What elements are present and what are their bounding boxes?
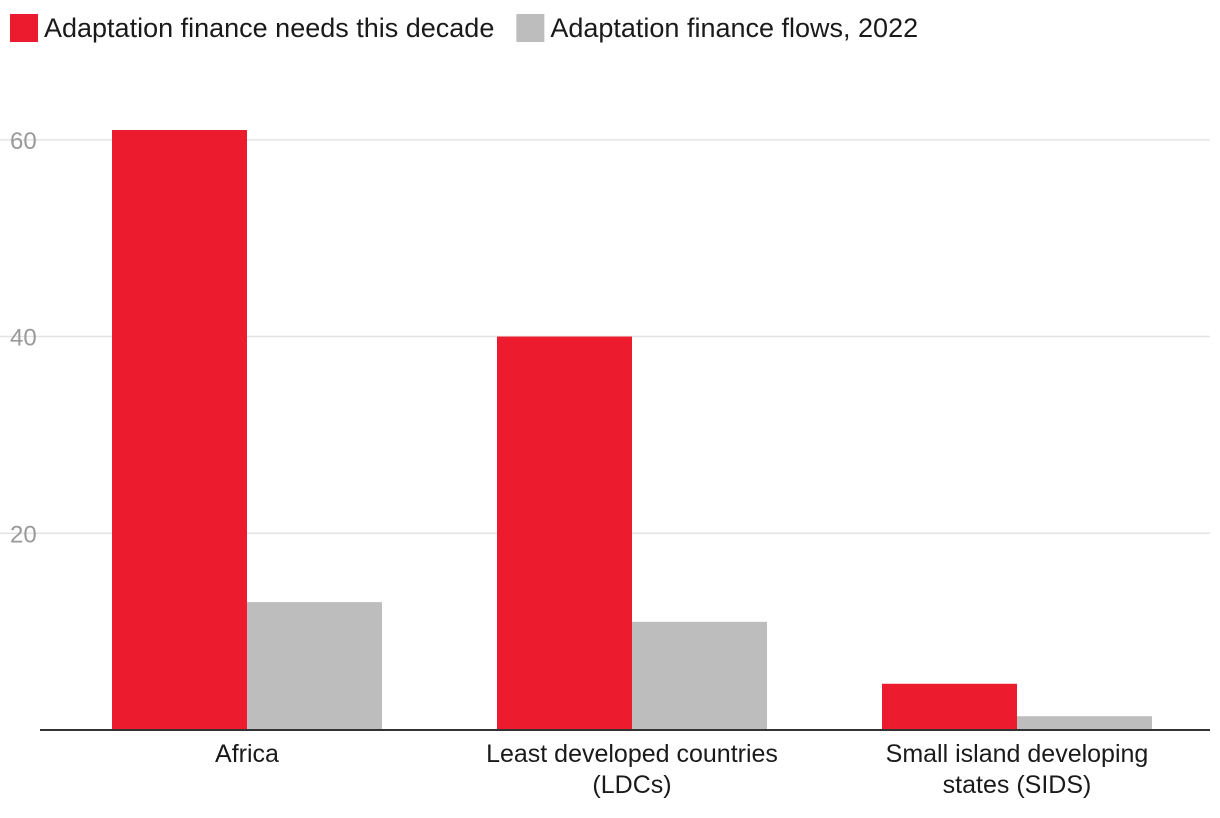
legend: Adaptation finance needs this decade Adap…: [10, 13, 918, 43]
x-axis-category-labels: Africa Least developed countries (LDCs) Sma…: [215, 740, 1148, 799]
y-tick-label-60: 60: [10, 128, 37, 155]
y-tick-label-40: 40: [10, 325, 37, 352]
bar-series1-cat1: [112, 130, 247, 730]
legend-label-1: Adaptation finance needs this decade: [44, 13, 494, 43]
x-category-label-3: Small island developing states (SIDS): [886, 740, 1149, 799]
bar-series2-cat3: [1017, 716, 1152, 730]
y-axis-ticks: 20 40 60: [10, 128, 37, 548]
legend-swatch-1: [10, 14, 38, 42]
bar-series2-cat1: [247, 602, 382, 730]
bar-series2-cat2: [632, 621, 767, 730]
legend-label-2: Adaptation finance flows, 2022: [550, 13, 918, 43]
x-category-label-2: Least developed countries (LDCs): [486, 740, 778, 799]
bar-series1-cat3: [882, 683, 1017, 730]
bar-series1-cat2: [497, 336, 632, 730]
x-category-label-1: Africa: [215, 740, 279, 768]
y-tick-label-20: 20: [10, 521, 37, 548]
legend-swatch-2: [516, 14, 545, 42]
bars: [112, 130, 1152, 730]
